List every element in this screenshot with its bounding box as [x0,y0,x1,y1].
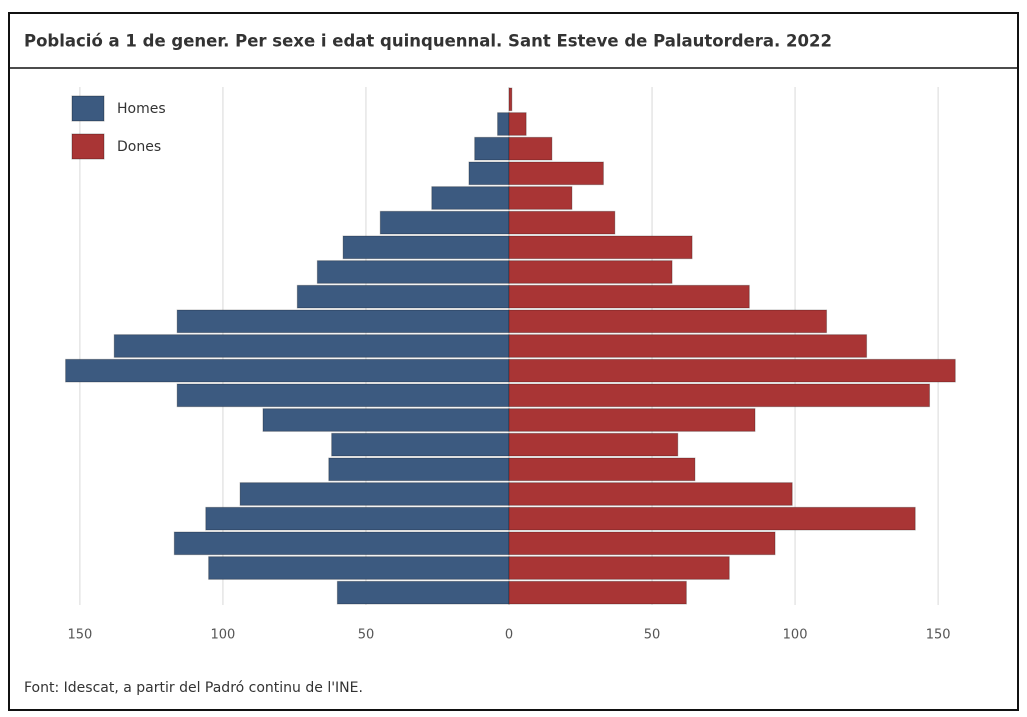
bar [508,482,793,506]
bar [342,235,510,260]
x-tick-label: 50 [644,628,661,643]
bar [431,186,510,210]
bar [508,235,693,260]
legend-label: Dones [117,139,161,155]
x-tick-label: 100 [211,628,236,643]
bar [239,482,510,506]
legend-label: Homes [117,101,166,117]
x-tick-label: 100 [783,628,808,643]
chart-title: Població a 1 de gener. Per sexe i edat q… [24,32,832,51]
bar [508,136,553,161]
bar [379,210,510,235]
bar [468,161,510,186]
bar [508,87,513,112]
bar [508,457,696,482]
bar [508,531,776,556]
bar [508,432,679,457]
bar [497,112,510,136]
bar [328,457,510,482]
x-tick-label: 0 [505,628,513,643]
x-tick-label: 50 [358,628,375,643]
bar [508,186,573,210]
bar [176,309,510,334]
x-tick-label: 150 [926,628,951,643]
bar [508,210,616,235]
bar [508,309,828,334]
legend: Homes Dones [71,95,166,160]
legend-swatch [71,133,105,160]
bar [508,358,956,383]
bar [205,506,510,531]
bar [173,531,510,556]
legend-swatch [71,95,105,122]
bar [176,383,510,408]
bar [296,284,510,309]
bar [508,284,750,309]
bars [65,87,956,605]
x-tick-label: 150 [67,628,92,643]
bar [331,432,510,457]
bar [474,136,510,161]
bar [508,556,730,580]
bar [508,383,931,408]
bar [508,506,916,531]
bar [508,580,687,605]
bar [316,260,510,284]
bar [336,580,510,605]
bar [508,260,673,284]
bar [508,408,756,432]
bar [208,556,510,580]
source-note: Font: Idescat, a partir del Padró contin… [24,680,363,696]
bar [508,161,604,186]
bar [65,358,510,383]
bar [508,112,527,136]
bar [262,408,510,432]
bar [508,334,868,358]
bar [113,334,510,358]
